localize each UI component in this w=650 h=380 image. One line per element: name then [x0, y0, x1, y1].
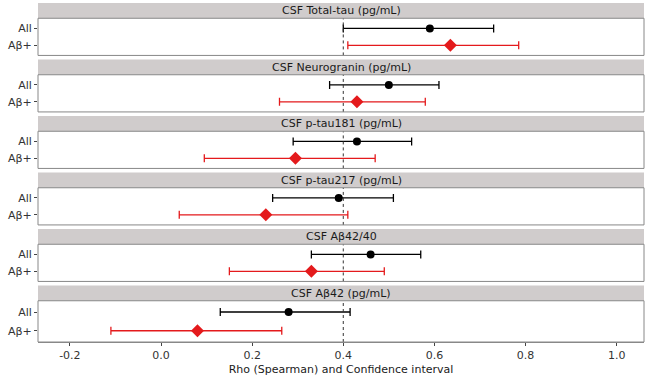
svg-text:0.2: 0.2	[243, 349, 261, 362]
svg-text:0.8: 0.8	[517, 349, 535, 362]
svg-text:All: All	[18, 192, 32, 205]
svg-text:Aβ+: Aβ+	[8, 96, 32, 109]
svg-text:Aβ+: Aβ+	[8, 39, 32, 52]
svg-text:Aβ+: Aβ+	[8, 152, 32, 165]
svg-text:CSF Aβ42 (pg/mL): CSF Aβ42 (pg/mL)	[291, 287, 391, 300]
svg-text:All: All	[18, 79, 32, 92]
svg-text:All: All	[18, 22, 32, 35]
svg-text:0.6: 0.6	[426, 349, 444, 362]
svg-text:Aβ+: Aβ+	[8, 325, 32, 338]
svg-text:CSF p-tau217 (pg/mL): CSF p-tau217 (pg/mL)	[281, 174, 402, 187]
svg-text:Rho (Spearman) and Confidence: Rho (Spearman) and Confidence interval	[229, 363, 454, 376]
svg-text:Aβ+: Aβ+	[8, 265, 32, 278]
svg-text:All: All	[18, 135, 32, 148]
svg-text:CSF p-tau181 (pg/mL): CSF p-tau181 (pg/mL)	[281, 117, 402, 130]
svg-text:CSF Total-tau (pg/mL): CSF Total-tau (pg/mL)	[282, 4, 401, 17]
svg-text:Aβ+: Aβ+	[8, 209, 32, 222]
svg-text:CSF Neurogranin (pg/mL): CSF Neurogranin (pg/mL)	[272, 61, 411, 74]
svg-text:1.0: 1.0	[608, 349, 626, 362]
svg-text:0.0: 0.0	[152, 349, 170, 362]
svg-text:All: All	[18, 306, 32, 319]
svg-text:All: All	[18, 248, 32, 261]
svg-text:-0.2: -0.2	[59, 349, 80, 362]
svg-text:CSF Aβ42/40: CSF Aβ42/40	[306, 230, 377, 243]
svg-text:0.4: 0.4	[335, 349, 353, 362]
